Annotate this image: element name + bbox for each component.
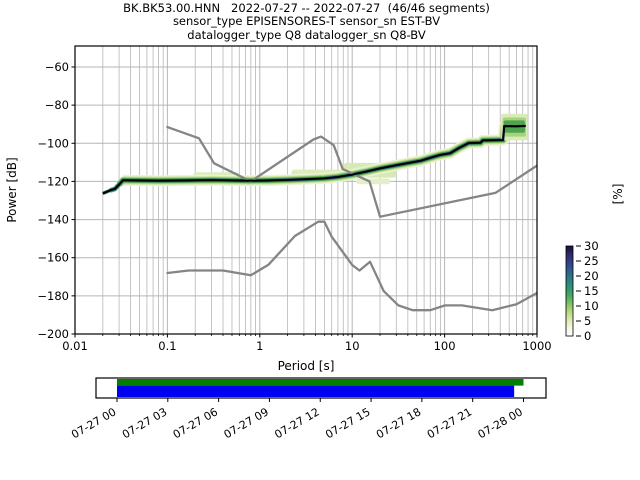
x-tick-label: 1000 [522, 339, 551, 353]
y-tick-label: −100 [37, 136, 69, 150]
grid [75, 46, 537, 334]
coverage-data-bar [117, 385, 515, 397]
axes-frame [74, 45, 538, 335]
figure-subtitle-sensor: sensor_type EPISENSORES-T sensor_sn EST-… [172, 14, 441, 29]
colorbar-tick-label: 15 [584, 284, 599, 298]
y-tick-label: −60 [45, 60, 69, 74]
colorbar-tick-label: 10 [584, 299, 599, 313]
coverage-tick-label: 07-28 00 [476, 405, 525, 441]
x-axis-label: Period [s] [278, 359, 335, 373]
x-tick-label: 0.1 [158, 339, 176, 353]
coverage-tick-label: 07-27 12 [272, 405, 321, 441]
y-tick-label: −120 [37, 174, 69, 188]
x-tick-label: 100 [434, 339, 456, 353]
y-axis-ticks: −60 −80 −100 −120 −140 −160 −180 −200 [37, 60, 75, 341]
y-tick-label: −140 [37, 213, 69, 227]
colorbar-tick-label: 20 [584, 269, 599, 283]
coverage-tick-label: 07-27 21 [425, 405, 474, 441]
title-block: BK.BK53.00.HNN 2022-07-27 -- 2022-07-27 … [75, 1, 538, 42]
colorbar-unit-label: [%] [611, 184, 625, 205]
y-tick-label: −200 [37, 327, 69, 341]
coverage-timeline: 07-27 00 07-27 03 07-27 06 07-27 09 07-27 12… [69, 377, 547, 441]
histogram-cells [356, 178, 391, 185]
colorbar-tick-label: 5 [584, 314, 591, 328]
coverage-tick-label: 07-27 03 [120, 405, 169, 441]
coverage-span-bar [117, 379, 524, 386]
x-tick-label: 0.01 [62, 339, 88, 353]
y-axis-label: Power [dB] [5, 157, 19, 222]
psd-mode-line [102, 125, 526, 195]
x-tick-label: 1 [256, 339, 263, 353]
noise-model-low-nlnm [166, 220, 537, 312]
colorbar-gradient [565, 245, 574, 337]
y-tick-label: −160 [37, 251, 69, 265]
y-tick-label: −80 [45, 98, 69, 112]
coverage-tick-label: 07-27 06 [171, 405, 220, 441]
x-axis-ticks: 0.01 0.1 1 10 100 1000 [62, 334, 552, 353]
figure-subtitle-datalogger: datalogger_type Q8 datalogger_sn Q8-BV [187, 27, 426, 42]
axes-border [74, 45, 538, 335]
figure-title: BK.BK53.00.HNN 2022-07-27 -- 2022-07-27 … [123, 1, 490, 15]
curves [102, 113, 537, 312]
colorbar-tick-label: 30 [584, 239, 599, 253]
coverage-tick-label: 07-27 18 [374, 405, 423, 441]
colorbar-tick-label: 25 [584, 254, 599, 268]
coverage-tick-label: 07-27 09 [222, 405, 271, 441]
noise-model-high-nhnm [166, 125, 537, 218]
coverage-tick-label: 07-27 15 [323, 405, 372, 441]
x-tick-label: 10 [345, 339, 360, 353]
y-tick-label: −180 [37, 289, 69, 303]
colorbar-tick-label: 0 [584, 329, 591, 343]
coverage-tick-label: 07-27 00 [69, 405, 118, 441]
